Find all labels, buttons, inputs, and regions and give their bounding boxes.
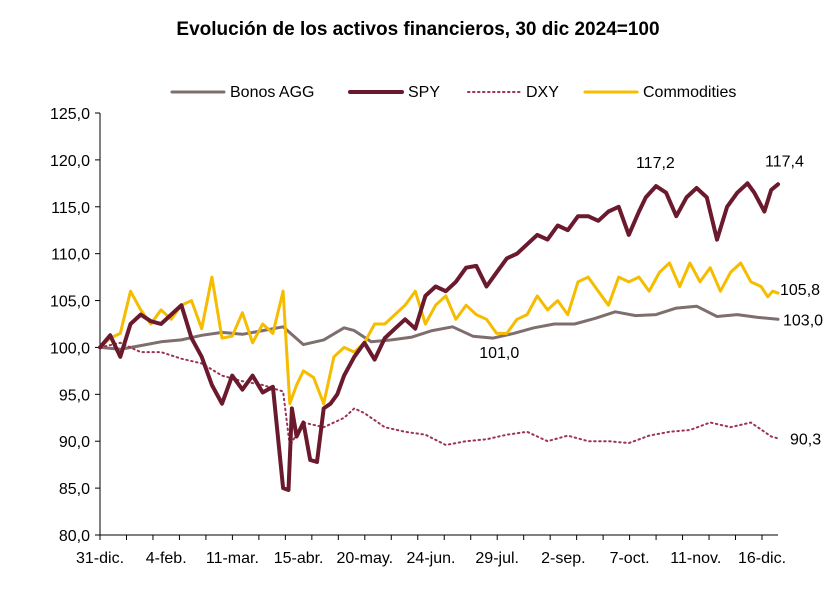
y-tick-label: 90,0 [59,434,90,451]
x-tick-label: 7-oct. [610,550,650,567]
series-line-dxy [99,341,779,447]
y-tick-label: 120,0 [50,153,90,170]
legend-label: DXY [526,84,559,101]
data-label: 101,0 [479,345,519,362]
x-tick-label: 11-nov. [670,550,721,567]
x-tick-label: 4-feb. [146,550,187,567]
series-group [98,181,780,492]
series-line-commodities [98,261,780,406]
x-tick-label: 24-jun. [407,550,456,567]
series-line-spy [98,181,780,492]
data-label: 105,8 [780,282,820,299]
series-line-bonos-agg [98,304,780,351]
data-label: 90,3 [790,431,821,448]
x-axis: 31-dic. 4-feb. 11-mar. 15-abr. 20-may. 24-jun… [76,534,786,567]
legend-label: Bonos AGG [230,84,315,101]
data-label: 117,4 [765,153,804,170]
x-tick-label: 20-may. [336,550,393,567]
y-tick-label: 85,0 [59,481,90,498]
legend: Bonos AGG SPY DXY Commodities [170,84,736,101]
y-tick-label: 115,0 [51,200,90,217]
x-tick-label: 11-mar. [206,550,259,567]
x-tick-label: 29-jul. [475,550,519,567]
y-tick-label: 125,0 [50,106,90,123]
data-label: 103,0 [783,312,823,329]
y-tick-label: 80,0 [59,528,90,545]
x-tick-label: 16-dic. [738,550,786,567]
legend-label: Commodities [643,84,736,101]
y-tick-label: 100,0 [50,340,90,357]
legend-label: SPY [408,84,440,101]
y-axis: 80,0 85,0 90,0 95,0 100,0 105,0 110,0 115,0 120,… [50,106,101,545]
x-tick-label: 15-abr. [274,550,324,567]
x-tick-label: 31-dic. [76,550,124,567]
y-tick-label: 95,0 [59,387,90,404]
chart-title: Evolución de los activos financieros, 30… [176,19,659,40]
x-tick-label: 2-sep. [541,550,585,567]
annotations: 117,2 117,4 105,8 103,0 101,0 90,3 [479,153,823,448]
data-label: 117,2 [636,155,675,172]
y-tick-label: 110,0 [51,247,90,264]
y-tick-label: 105,0 [50,294,90,311]
